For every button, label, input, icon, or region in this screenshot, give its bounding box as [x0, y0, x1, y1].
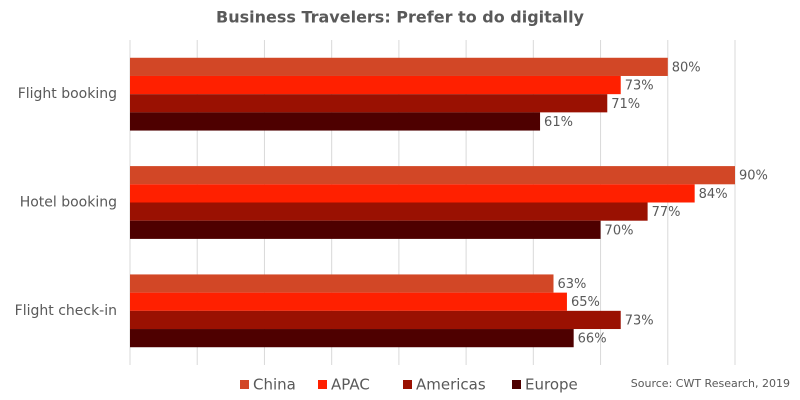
- legend-label: China: [253, 376, 296, 394]
- value-label: 66%: [578, 332, 607, 347]
- legend-label: APAC: [331, 376, 370, 394]
- legend-swatch: [318, 380, 327, 389]
- value-label: 63%: [558, 277, 587, 292]
- bar: [130, 94, 608, 113]
- value-label: 80%: [672, 60, 701, 75]
- value-label: 90%: [739, 169, 768, 184]
- bar: [130, 220, 601, 239]
- value-label: 84%: [699, 187, 728, 202]
- value-label: 71%: [611, 97, 640, 112]
- value-label: 73%: [625, 79, 654, 94]
- bar: [130, 166, 735, 185]
- source: Source: CWT Research, 2019: [631, 377, 790, 390]
- bar: [130, 184, 695, 203]
- category-label: Flight booking: [18, 86, 117, 102]
- bar: [130, 329, 574, 348]
- legend-swatch: [403, 380, 412, 389]
- bar: [130, 75, 621, 95]
- legend-label: Europe: [525, 376, 578, 394]
- bar: [130, 310, 621, 330]
- value-label: 77%: [652, 205, 681, 220]
- value-label: 65%: [571, 295, 600, 310]
- bar: [130, 274, 554, 293]
- category-label: Flight check-in: [15, 303, 117, 319]
- category-label: Hotel booking: [20, 195, 117, 211]
- legend-swatch: [512, 380, 521, 389]
- bar: [130, 202, 648, 221]
- bar: [130, 57, 668, 76]
- legend-swatch: [240, 380, 249, 389]
- bar: [130, 112, 541, 131]
- bar: [130, 292, 567, 311]
- value-label: 73%: [625, 313, 654, 328]
- chart-title: Business Travelers: Prefer to do digital…: [216, 8, 585, 27]
- value-label: 70%: [605, 223, 634, 238]
- value-label: 61%: [544, 115, 573, 130]
- legend-label: Americas: [416, 376, 486, 394]
